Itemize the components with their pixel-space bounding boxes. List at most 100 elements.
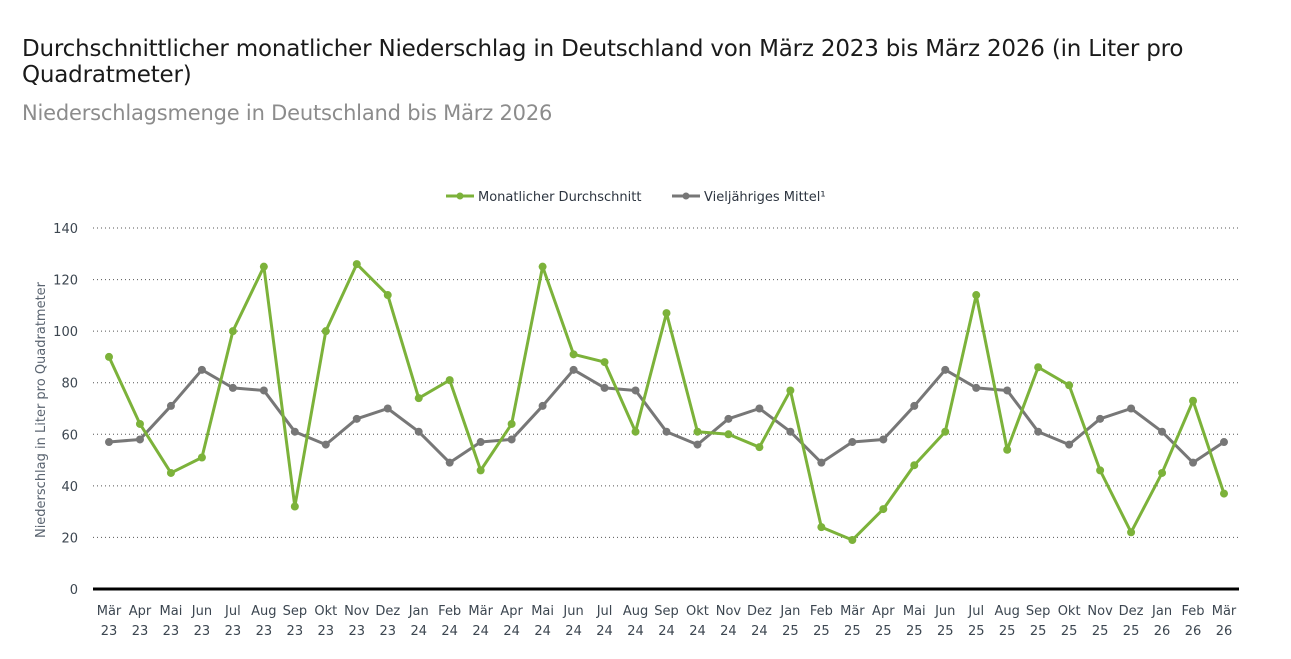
data-point-monthly-average[interactable] xyxy=(1127,528,1136,537)
data-point-long-term-mean[interactable] xyxy=(1220,438,1228,447)
data-point-monthly-average[interactable] xyxy=(321,327,330,336)
y-tick-label: 120 xyxy=(53,274,78,289)
data-point-monthly-average[interactable] xyxy=(290,502,299,511)
data-point-long-term-mean[interactable] xyxy=(662,427,671,436)
legend-item-monthly-average[interactable]: Monatlicher Durchschnitt xyxy=(446,190,641,205)
data-point-monthly-average[interactable] xyxy=(445,376,454,385)
x-tick-label-month: Okt xyxy=(686,604,709,619)
data-point-monthly-average[interactable] xyxy=(166,468,175,477)
data-point-monthly-average[interactable] xyxy=(352,260,361,269)
data-point-long-term-mean[interactable] xyxy=(1127,404,1136,413)
data-point-monthly-average[interactable] xyxy=(662,309,671,318)
x-tick-label-month: Mär xyxy=(468,604,493,619)
data-point-long-term-mean[interactable] xyxy=(600,383,609,392)
data-point-long-term-mean[interactable] xyxy=(135,435,144,444)
data-point-monthly-average[interactable] xyxy=(1158,468,1167,477)
data-point-long-term-mean[interactable] xyxy=(259,386,268,395)
data-point-long-term-mean[interactable] xyxy=(1065,440,1074,449)
x-tick-label-month: Nov xyxy=(1087,604,1113,619)
data-point-monthly-average[interactable] xyxy=(972,291,981,300)
data-point-long-term-mean[interactable] xyxy=(445,458,454,467)
x-tick-label-year: 23 xyxy=(163,624,180,639)
x-tick-label-month: Apr xyxy=(500,604,523,619)
x-tick-label-month: Mai xyxy=(160,604,183,619)
data-point-monthly-average[interactable] xyxy=(786,386,795,395)
data-point-monthly-average[interactable] xyxy=(1034,363,1043,372)
data-point-monthly-average[interactable] xyxy=(259,262,268,271)
series-line-monthly-average xyxy=(107,262,1226,542)
chart-title: Durchschnittlicher monatlicher Niedersch… xyxy=(22,36,1184,88)
data-point-monthly-average[interactable] xyxy=(941,427,950,436)
legend-item-long-term-mean[interactable]: Vieljähriges Mittel¹ xyxy=(672,190,826,205)
data-point-monthly-average[interactable] xyxy=(197,453,206,462)
data-point-long-term-mean[interactable] xyxy=(972,383,981,392)
x-tick-label-month: Nov xyxy=(344,604,370,619)
data-point-long-term-mean[interactable] xyxy=(476,438,485,447)
data-point-long-term-mean[interactable] xyxy=(1003,386,1012,395)
x-tick-label-month: Mai xyxy=(531,604,554,619)
data-point-long-term-mean[interactable] xyxy=(197,365,206,374)
data-point-long-term-mean[interactable] xyxy=(724,414,733,423)
x-tick-label-year: 23 xyxy=(349,624,366,639)
data-point-monthly-average[interactable] xyxy=(631,427,640,436)
y-tick-label: 140 xyxy=(53,222,78,237)
data-point-long-term-mean[interactable] xyxy=(817,458,826,467)
x-tick-label-month: Sep xyxy=(283,604,308,619)
data-point-long-term-mean[interactable] xyxy=(848,438,857,447)
x-tick-label-month: Jun xyxy=(191,604,212,619)
data-point-monthly-average[interactable] xyxy=(135,419,144,428)
data-point-long-term-mean[interactable] xyxy=(228,383,237,392)
data-point-monthly-average[interactable] xyxy=(724,430,733,439)
x-tick-label-year: 24 xyxy=(596,624,613,639)
data-point-long-term-mean[interactable] xyxy=(879,435,888,444)
data-point-monthly-average[interactable] xyxy=(1096,466,1105,475)
data-point-monthly-average[interactable] xyxy=(507,419,516,428)
data-point-monthly-average[interactable] xyxy=(693,427,702,436)
data-point-long-term-mean[interactable] xyxy=(941,365,950,374)
x-tick-label-year: 23 xyxy=(318,624,335,639)
data-point-monthly-average[interactable] xyxy=(383,291,392,300)
data-point-monthly-average[interactable] xyxy=(1065,381,1074,390)
data-point-long-term-mean[interactable] xyxy=(631,386,640,395)
data-point-long-term-mean[interactable] xyxy=(507,435,516,444)
data-point-long-term-mean[interactable] xyxy=(166,401,175,410)
data-point-monthly-average[interactable] xyxy=(600,358,609,367)
data-point-monthly-average[interactable] xyxy=(910,461,919,470)
x-tick-label-year: 24 xyxy=(751,624,768,639)
x-tick-label-year: 25 xyxy=(875,624,892,639)
x-tick-label-year: 23 xyxy=(132,624,149,639)
data-point-long-term-mean[interactable] xyxy=(569,365,578,374)
data-point-monthly-average[interactable] xyxy=(1189,396,1198,405)
data-point-monthly-average[interactable] xyxy=(414,394,423,403)
data-point-long-term-mean[interactable] xyxy=(383,404,392,413)
data-point-long-term-mean[interactable] xyxy=(786,427,795,436)
data-point-monthly-average[interactable] xyxy=(228,327,237,336)
x-tick-label-month: Aug xyxy=(251,604,276,619)
data-point-long-term-mean[interactable] xyxy=(538,401,547,410)
data-point-monthly-average[interactable] xyxy=(817,523,826,532)
data-point-monthly-average[interactable] xyxy=(1003,445,1012,454)
data-point-monthly-average[interactable] xyxy=(848,536,857,545)
data-point-monthly-average[interactable] xyxy=(1220,489,1228,498)
data-point-monthly-average[interactable] xyxy=(755,443,764,452)
x-tick-label-year: 23 xyxy=(225,624,242,639)
data-point-monthly-average[interactable] xyxy=(879,505,888,514)
data-point-long-term-mean[interactable] xyxy=(1034,427,1043,436)
data-point-monthly-average[interactable] xyxy=(569,350,578,359)
data-point-long-term-mean[interactable] xyxy=(352,414,361,423)
data-point-monthly-average[interactable] xyxy=(476,466,485,475)
data-point-long-term-mean[interactable] xyxy=(1096,414,1105,423)
data-point-long-term-mean[interactable] xyxy=(1158,427,1167,436)
data-point-long-term-mean[interactable] xyxy=(1189,458,1198,467)
data-point-monthly-average[interactable] xyxy=(105,352,113,361)
data-point-long-term-mean[interactable] xyxy=(755,404,764,413)
data-point-monthly-average[interactable] xyxy=(538,262,547,271)
data-point-long-term-mean[interactable] xyxy=(414,427,423,436)
data-point-long-term-mean[interactable] xyxy=(290,427,299,436)
data-point-long-term-mean[interactable] xyxy=(910,401,919,410)
data-point-long-term-mean[interactable] xyxy=(321,440,330,449)
data-point-long-term-mean[interactable] xyxy=(105,438,113,447)
y-tick-label: 60 xyxy=(61,428,78,443)
data-point-long-term-mean[interactable] xyxy=(693,440,702,449)
